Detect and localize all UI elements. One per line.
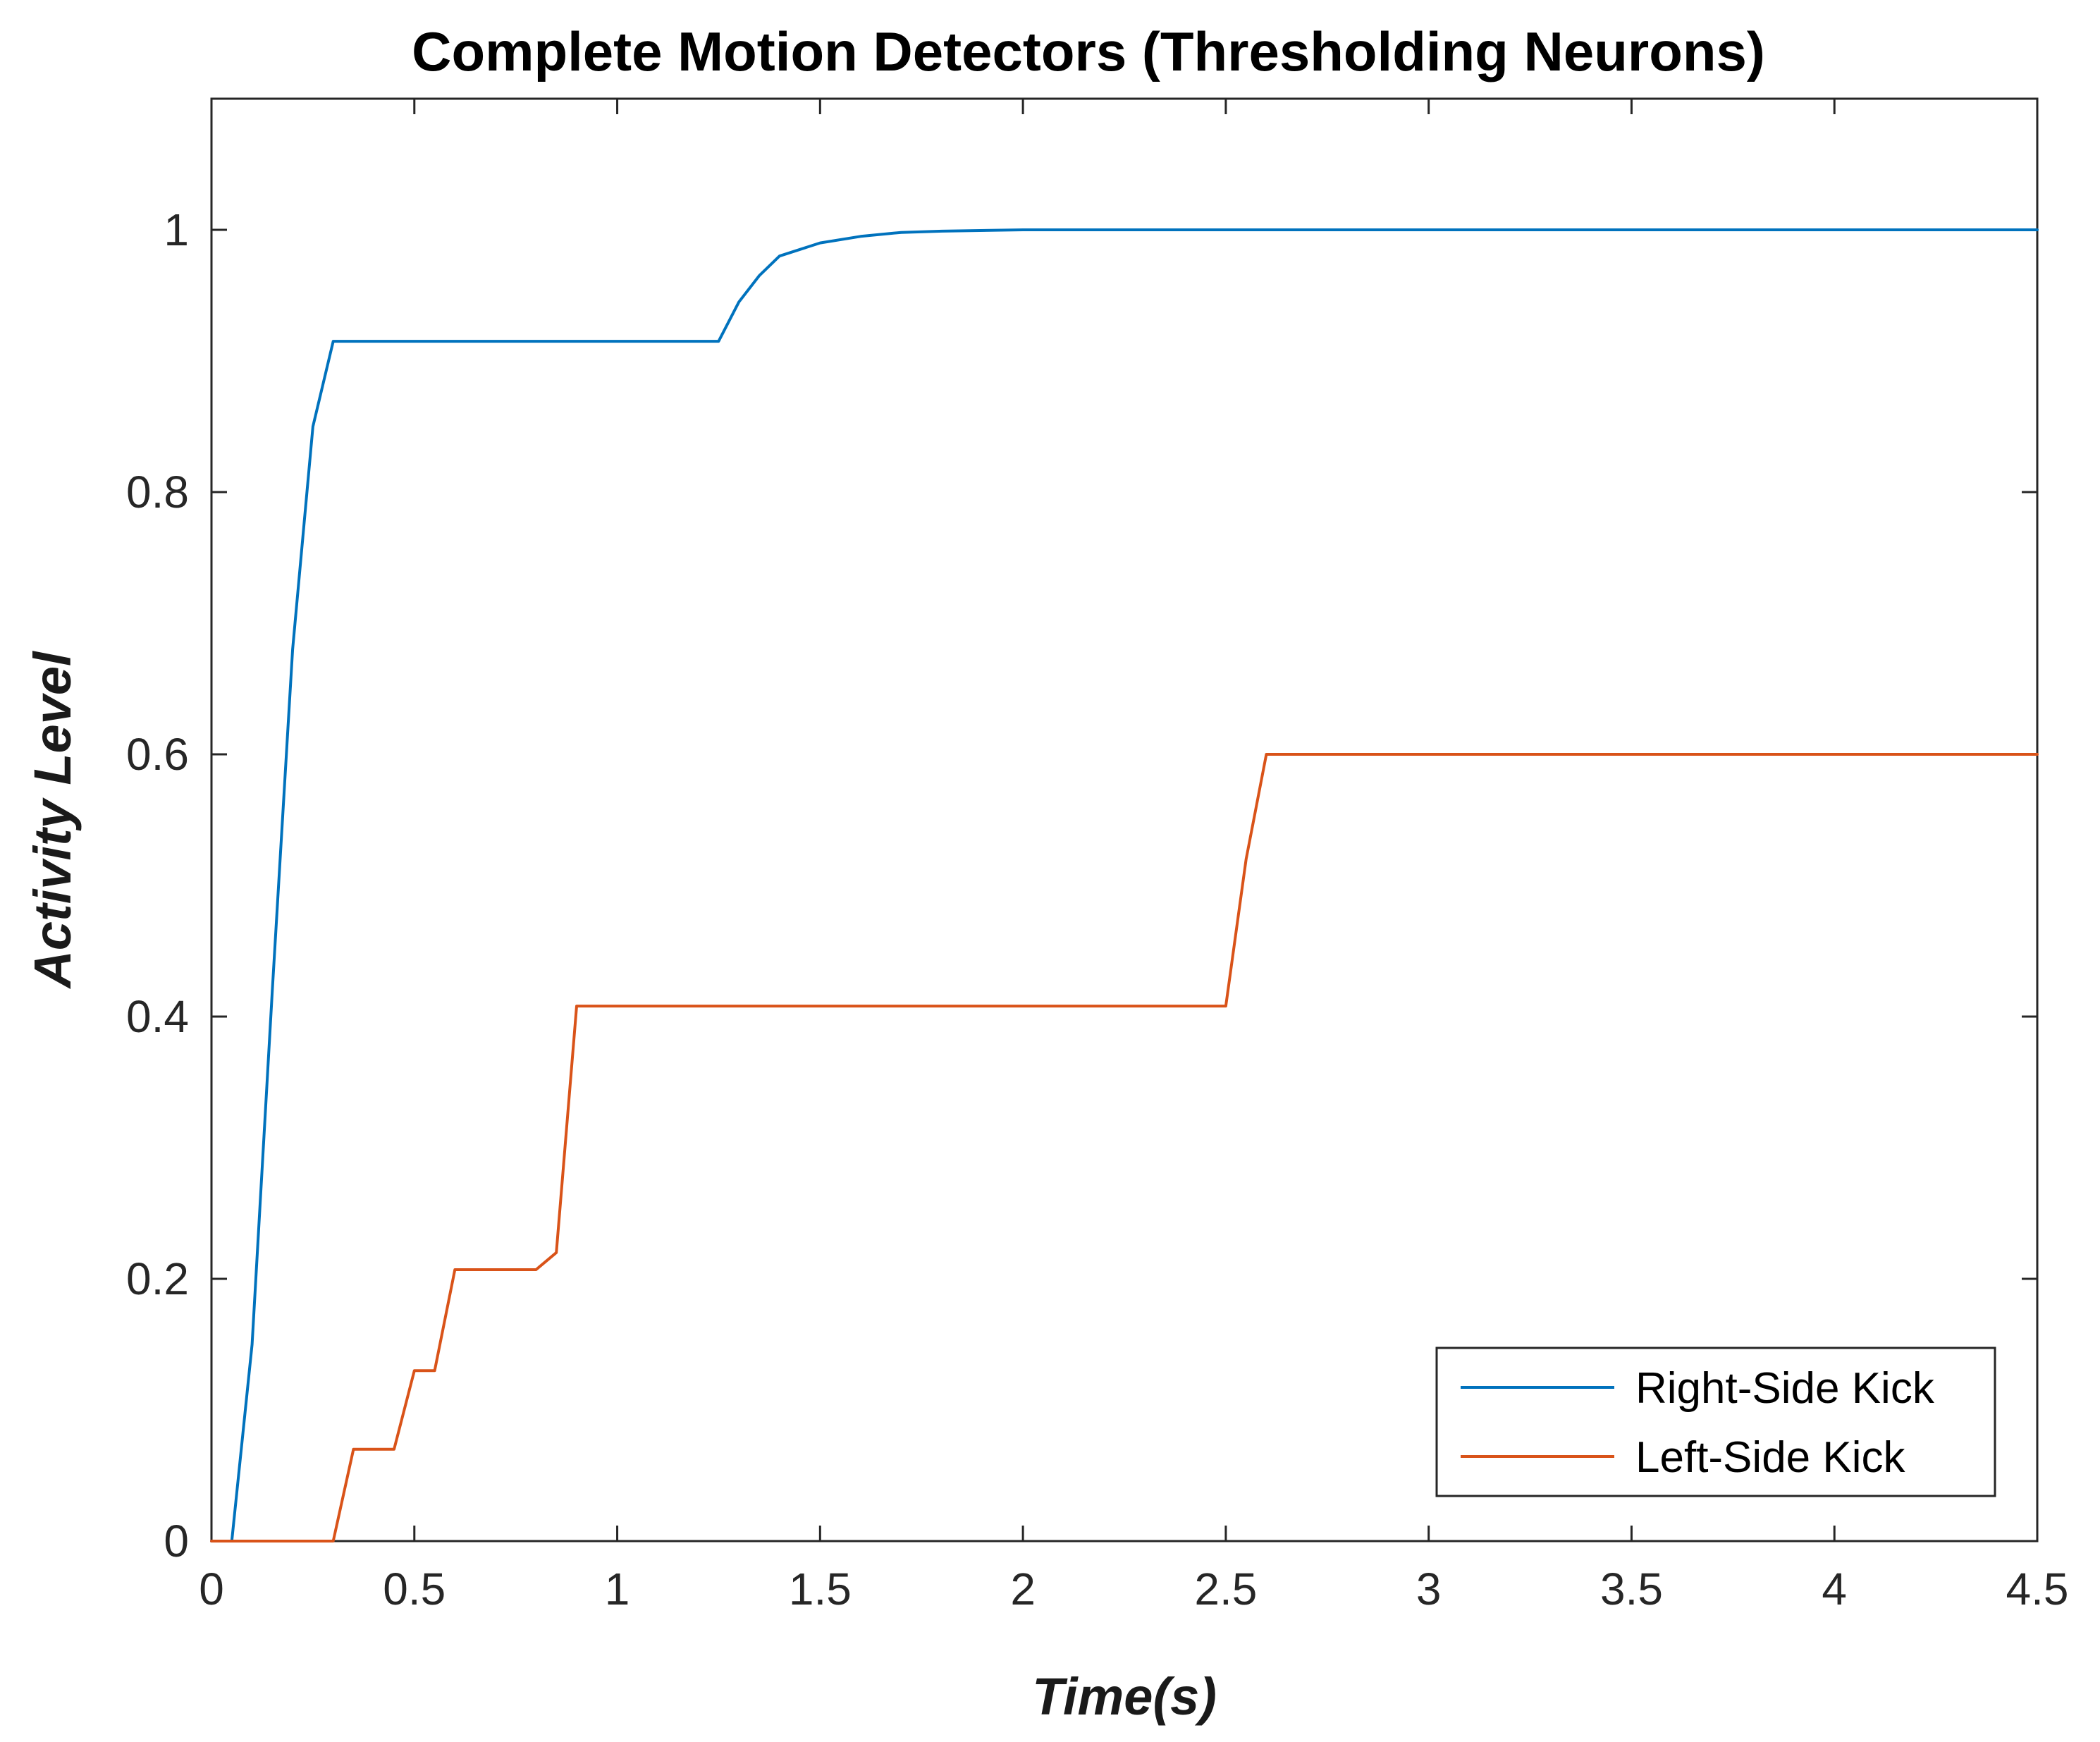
x-tick-label: 0.5 xyxy=(383,1564,446,1614)
legend-label-right-side-kick: Right-Side Kick xyxy=(1635,1364,1935,1413)
x-tick-label: 3 xyxy=(1416,1564,1442,1614)
y-tick-label: 0.8 xyxy=(126,467,189,517)
x-tick-label: 0 xyxy=(199,1564,224,1614)
y-tick-label: 1 xyxy=(164,204,189,255)
y-tick-label: 0 xyxy=(164,1516,189,1566)
x-tick-label: 2.5 xyxy=(1194,1564,1257,1614)
plot-frame xyxy=(210,97,2039,1542)
series-lines xyxy=(210,228,2039,1542)
axis-ticks: 0 0.5 1 1.5 2 2.5 3 3.5 4 4.5 0 0.2 0.4 0.6 0.8 1 xyxy=(126,99,2068,1614)
series-line-right-side-kick xyxy=(210,228,2039,1542)
y-tick-label: 0.4 xyxy=(126,991,189,1042)
x-tick-label: 4.5 xyxy=(2006,1564,2069,1614)
legend-box xyxy=(1435,1347,1996,1497)
y-tick-label: 0.2 xyxy=(126,1253,189,1304)
y-tick-label: 0.6 xyxy=(126,729,189,780)
series-line-left-side-kick xyxy=(210,753,2039,1542)
x-axis-label: Time(s) xyxy=(1032,1667,1217,1726)
plot-area xyxy=(210,97,2039,1542)
chart-title: Complete Motion Detectors (Thresholding … xyxy=(412,20,1765,82)
y-axis-label: Activity Level xyxy=(23,651,82,990)
x-tick-label: 3.5 xyxy=(1600,1564,1663,1614)
legend-label-left-side-kick: Left-Side Kick xyxy=(1635,1433,1906,1482)
x-tick-label: 1.5 xyxy=(789,1564,852,1614)
x-tick-label: 1 xyxy=(605,1564,630,1614)
x-tick-label: 4 xyxy=(1822,1564,1847,1614)
legend: Right-Side Kick Left-Side Kick xyxy=(1435,1347,1996,1497)
x-tick-label: 2 xyxy=(1010,1564,1036,1614)
